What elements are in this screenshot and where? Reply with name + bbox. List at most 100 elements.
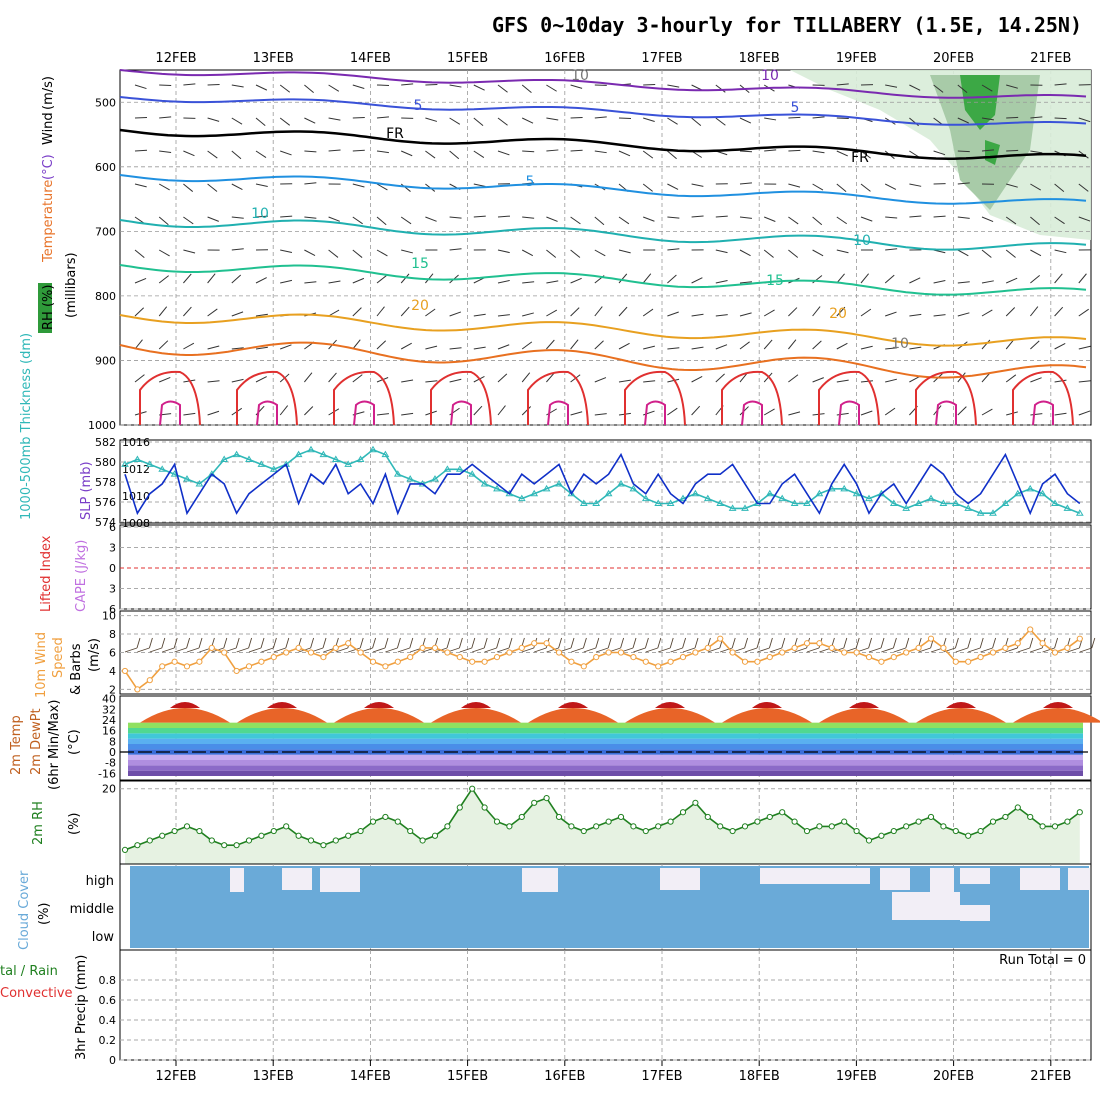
upper-air-panel: 500 600 700 800 900 1000 10 5 FR 5 10 15 20 10 5 FR 10 15… <box>88 68 1092 432</box>
wind-barb <box>1054 379 1067 383</box>
wind10m-barb-flag <box>669 637 674 649</box>
wind-barb <box>207 150 218 159</box>
thickness-point <box>951 499 960 506</box>
wind-barb <box>400 306 410 317</box>
wind-barb <box>1006 183 1018 188</box>
wind10m-barb-flag <box>781 637 786 649</box>
thickness-point <box>1013 489 1022 497</box>
wind-barb <box>255 346 268 350</box>
wind10m-barb-flag <box>843 637 848 649</box>
wind-barb <box>957 84 968 94</box>
thickness-point <box>716 499 725 506</box>
wind10m-barb <box>546 647 559 653</box>
wind-barb <box>1054 306 1064 317</box>
temp-diurnal-hump <box>1013 708 1100 723</box>
cloud-cover-panel: high middle low Cloud Cover (%) <box>17 863 1092 951</box>
wind-barb <box>1030 275 1041 284</box>
wind10m-barb <box>459 647 472 653</box>
precip-frame <box>119 949 1092 1061</box>
wind10m-barb-flag <box>582 637 587 649</box>
wind10m-barb <box>794 647 807 653</box>
wind-speed-point <box>940 644 947 651</box>
wind-barb <box>134 249 145 258</box>
rh2m-point <box>307 837 315 844</box>
rh2m-point <box>1064 818 1071 825</box>
thickness-point <box>815 489 824 497</box>
lifted-tick: 0 <box>109 562 116 575</box>
thickness-point <box>592 499 601 506</box>
temperature-unit-label: (°C) <box>41 154 56 180</box>
date-label: 16FEB <box>544 51 585 66</box>
rh2m-point <box>878 832 885 839</box>
rh2m-panel: 20 2m RH (%) <box>31 780 1092 865</box>
wind10m-barb-flag <box>446 637 451 649</box>
wind-barb <box>401 150 413 157</box>
temp-diurnal-peak <box>752 702 782 708</box>
wind10m-barb <box>149 647 162 653</box>
wind10m-barb <box>174 647 187 653</box>
rh2m-point <box>345 832 352 839</box>
wind10m-barb <box>496 647 510 653</box>
wind10m-barb-flag <box>892 637 897 649</box>
wind-barb <box>909 346 922 350</box>
precip-axis-label: 3hr Precip (mm) <box>74 955 89 1060</box>
rh2m-point <box>617 813 625 821</box>
rh-area <box>125 788 1080 864</box>
wind10m-barb <box>707 647 720 653</box>
wind-barb <box>400 273 410 284</box>
rh2m-point <box>518 813 525 821</box>
wind-barb <box>860 183 871 192</box>
wind-barb <box>134 307 145 317</box>
wind-barb <box>497 314 510 317</box>
temp-tick: 24 <box>102 714 116 727</box>
wind-barb <box>1078 410 1091 416</box>
temp-band <box>128 744 1083 750</box>
temp-tick: 16 <box>102 725 116 738</box>
wind10m-barb-flag <box>954 637 959 649</box>
wind-barb <box>981 216 994 223</box>
wind-barb <box>981 372 991 383</box>
wind-barb <box>1030 340 1040 350</box>
temp-contour <box>119 341 1087 379</box>
wind-barb <box>304 150 317 153</box>
temp-tick: 0 <box>109 746 116 759</box>
wind-barb <box>352 249 363 258</box>
wind-barb <box>594 116 607 119</box>
wind-barb <box>739 182 752 185</box>
wind-barb <box>933 314 946 317</box>
temp-diurnal-peak <box>946 702 976 708</box>
wind-speed-point <box>791 644 798 651</box>
slp-line <box>124 452 1081 516</box>
date-label: 17FEB <box>641 1069 682 1084</box>
rh2m-point <box>493 818 501 825</box>
wind-speed-point <box>171 658 178 665</box>
rh2m-unit-label: (%) <box>67 813 82 836</box>
thickness-point <box>269 465 278 472</box>
temp-band <box>128 749 1083 755</box>
wind-speed-point <box>1027 626 1034 633</box>
thickness-point <box>121 460 129 467</box>
wind-speed-point <box>134 686 141 693</box>
wind-barb <box>425 345 438 350</box>
wind-barb <box>521 341 533 350</box>
wind10m-barb-flag <box>632 637 637 649</box>
wind-barb <box>231 274 242 284</box>
thickness-point <box>902 504 911 511</box>
cloud-gap <box>930 868 954 892</box>
wind-barb <box>1054 117 1067 120</box>
precip-convective-label: Convective <box>0 986 73 1001</box>
wind-unit-label: (m/s) <box>41 76 56 110</box>
wind-barb <box>401 249 413 254</box>
wind-barb <box>981 339 991 350</box>
wind10m-barb-flag <box>496 637 501 649</box>
wind-barb <box>570 411 583 416</box>
contour-label: FR <box>851 150 869 166</box>
thickness-point <box>617 479 625 487</box>
wind-barb <box>497 279 510 284</box>
wind-barb <box>618 249 631 254</box>
thickness-point <box>555 479 563 487</box>
wind10m-barb <box>1079 647 1092 653</box>
temp-diurnal-hump <box>431 708 521 723</box>
wind-speed-point <box>159 663 166 670</box>
